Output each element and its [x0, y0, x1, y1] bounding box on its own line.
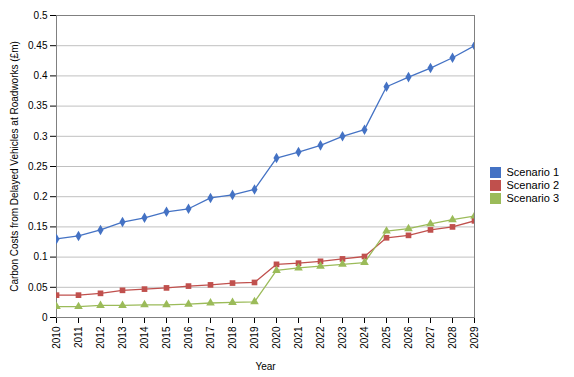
html-text:Scenario 3: Scenario 3 — [506, 192, 560, 205]
svg-text:2026: 2026 — [403, 326, 414, 349]
svg-text:0.3: 0.3 — [34, 130, 48, 141]
svg-text:2017: 2017 — [205, 326, 216, 349]
svg-text:2014: 2014 — [139, 326, 150, 349]
svg-text:2027: 2027 — [425, 326, 436, 349]
html-text:Scenario 1: Scenario 1 — [506, 166, 560, 179]
svg-text:0.4: 0.4 — [34, 70, 48, 81]
svg-text:0.45: 0.45 — [28, 39, 48, 50]
svg-text:0.5: 0.5 — [34, 9, 48, 20]
svg-text:Carbon Costs from Delayed Vehi: Carbon Costs from Delayed Vehicles at Ro… — [9, 41, 20, 292]
svg-text:2025: 2025 — [381, 326, 392, 349]
svg-text:2016: 2016 — [183, 326, 194, 349]
svg-text:2018: 2018 — [227, 326, 238, 349]
svg-text:2028: 2028 — [447, 326, 458, 349]
svg-text:2021: 2021 — [293, 326, 304, 349]
svg-text:0.25: 0.25 — [28, 160, 48, 171]
svg-text:2010: 2010 — [51, 326, 62, 349]
svg-text:2024: 2024 — [359, 326, 370, 349]
svg-text:0.35: 0.35 — [28, 100, 48, 111]
html-text:Scenario 2: Scenario 2 — [506, 179, 560, 192]
svg-text:0.1: 0.1 — [34, 251, 48, 262]
svg-text:2019: 2019 — [249, 326, 260, 349]
svg-text:0.05: 0.05 — [28, 281, 48, 292]
svg-text:0.15: 0.15 — [28, 221, 48, 232]
svg-text:0: 0 — [42, 311, 48, 322]
svg-text:2011: 2011 — [73, 326, 84, 348]
svg-text:Year: Year — [255, 360, 276, 371]
svg-text:2012: 2012 — [95, 326, 106, 349]
svg-text:0.2: 0.2 — [34, 190, 48, 201]
svg-text:2015: 2015 — [161, 326, 172, 349]
svg-text:2020: 2020 — [271, 326, 282, 349]
svg-text:2023: 2023 — [337, 326, 348, 349]
svg-text:2013: 2013 — [117, 326, 128, 349]
svg-text:2029: 2029 — [469, 326, 480, 349]
svg-text:2022: 2022 — [315, 326, 326, 349]
